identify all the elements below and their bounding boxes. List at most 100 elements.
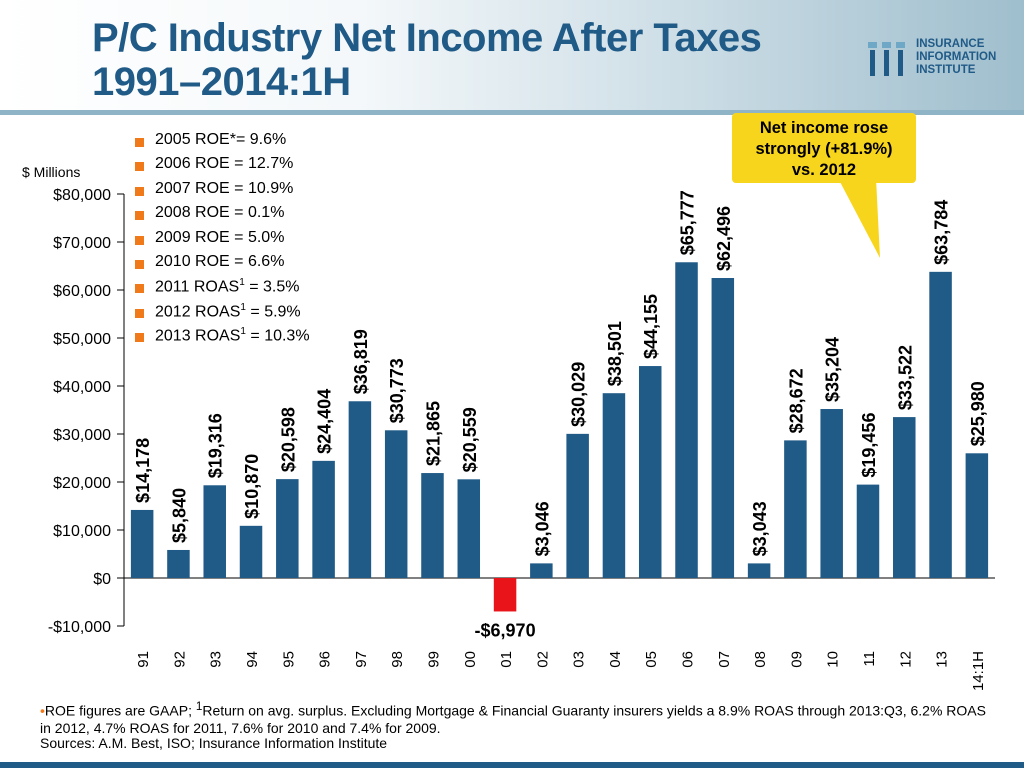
legend-marker: [135, 186, 144, 196]
data-label: $33,522: [895, 345, 915, 410]
data-label: $30,773: [387, 358, 407, 423]
data-label: $28,672: [786, 368, 806, 433]
legend-label-text: 2010 ROE = 6.6%: [155, 252, 285, 270]
data-label: $63,784: [932, 200, 952, 265]
data-label: -$6,970: [475, 620, 536, 640]
bar: [602, 393, 626, 578]
data-label: $19,456: [859, 413, 879, 478]
header-divider: [0, 110, 1024, 115]
legend-marker: [135, 284, 144, 294]
bar: [421, 473, 444, 578]
bar: [893, 417, 916, 578]
bar: [493, 578, 517, 612]
sources-note: Sources: A.M. Best, ISO; Insurance Infor…: [40, 735, 388, 751]
callout-text: Net income rose strongly (+81.9%) vs. 20…: [732, 118, 916, 181]
callout-line-3: vs. 2012: [791, 161, 857, 179]
legend-label: 2005 ROE*= 9.6%: [155, 131, 286, 149]
callout-box: Net income rose strongly (+81.9%) vs. 20…: [732, 113, 916, 183]
y-tick-label: $20,000: [53, 475, 111, 492]
iii-logo: INSURANCE INFORMATION INSTITUTE: [866, 36, 1016, 80]
bar: [965, 453, 989, 578]
legend-label: 2007 ROE = 10.9%: [155, 180, 293, 198]
y-tick-label: $50,000: [53, 331, 111, 348]
bar: [675, 262, 698, 578]
legend-label: 2010 ROE = 6.6%: [155, 253, 284, 271]
legend-marker: [135, 308, 144, 318]
x-tick-label: 05: [643, 651, 660, 668]
page-title-line2: 1991–2014:1H: [92, 60, 351, 104]
data-label: $3,046: [532, 501, 552, 556]
data-label: $19,316: [206, 413, 226, 478]
x-tick-label: 07: [716, 651, 733, 668]
data-label: $35,204: [823, 337, 843, 402]
x-tick-label: 99: [425, 651, 442, 668]
data-label: $65,777: [678, 190, 698, 255]
y-tick-label: $0: [93, 571, 111, 588]
data-label: $20,598: [278, 407, 298, 472]
legend-label-text: 2005 ROE*= 9.6%: [155, 131, 287, 148]
x-tick-label: 06: [680, 651, 697, 668]
logo-line-1: INSURANCE: [916, 38, 985, 50]
data-label: $38,501: [605, 321, 625, 386]
x-tick-label: 94: [244, 651, 261, 668]
legend-label-superscript: 1: [240, 301, 246, 313]
bar: [312, 460, 335, 578]
y-axis-label: $ Millions: [22, 164, 80, 180]
x-tick-label: 02: [534, 651, 551, 668]
bar: [784, 440, 807, 578]
legend-label: 2009 ROE = 5.0%: [155, 229, 284, 247]
data-label: $3,043: [750, 501, 770, 556]
bar: [566, 433, 589, 578]
legend-label: 2013 ROAS1 = 10.3%: [155, 326, 310, 345]
data-labels: $14,178 $5,840 $19,316 $10,870 $20,598 $24,40…: [133, 190, 988, 640]
legend-marker: [135, 162, 144, 172]
bar: [239, 525, 263, 578]
iii-logo-text: INSURANCE INFORMATION INSTITUTE: [916, 38, 996, 77]
header-band: [0, 0, 1024, 110]
y-tick-label: $40,000: [53, 379, 111, 396]
callout-line-1: Net income rose: [759, 119, 889, 137]
legend-label-text: 2007 ROE = 10.9%: [155, 179, 294, 197]
footer-bar: [0, 762, 1024, 768]
bar: [348, 401, 372, 578]
y-tick-label: $30,000: [53, 427, 111, 444]
callout-pointer: [838, 178, 880, 258]
bar: [747, 563, 771, 578]
x-tick-label: 96: [317, 651, 334, 668]
iii-logo-icon: [868, 42, 905, 76]
legend-label: 2006 ROE = 12.7%: [155, 155, 293, 173]
footnote-superscript: 1: [195, 700, 203, 713]
legend-marker: [135, 211, 144, 221]
legend-marker: [135, 235, 144, 245]
footnote: •ROE figures are GAAP; 1Return on avg. s…: [40, 698, 1000, 737]
x-tick-label: 08: [752, 651, 769, 668]
bar: [530, 563, 553, 578]
data-label: $20,559: [460, 407, 480, 472]
data-label: $24,404: [315, 389, 335, 454]
legend-marker: [135, 138, 144, 147]
y-tick-label: -$10,000: [48, 619, 111, 636]
y-tick-label: $60,000: [53, 283, 111, 300]
bar: [384, 430, 408, 578]
legend-label: 2011 ROAS1 = 3.5%: [155, 277, 299, 296]
bar: [130, 509, 154, 578]
x-tick-label: 13: [934, 651, 951, 668]
x-tick-label: 93: [208, 651, 225, 668]
legend-marker: [135, 259, 144, 269]
legend-label-text: 2013 ROAS: [155, 327, 241, 345]
y-tick-label: $80,000: [53, 187, 111, 204]
x-tick-label: 10: [825, 651, 842, 668]
data-label: $25,980: [968, 381, 988, 446]
x-tick-label: 14:1H: [970, 651, 987, 691]
data-label: $10,870: [242, 454, 262, 519]
x-tick-label: 97: [353, 651, 370, 668]
footnote-part-2: Return on avg. surplus. Excluding Mortga…: [40, 702, 986, 736]
legend-marker: [135, 333, 144, 343]
data-label: $21,865: [423, 401, 443, 466]
legend-label-superscript: 1: [240, 326, 246, 338]
x-tick-label: 12: [897, 651, 914, 668]
logo-line-2: INFORMATION: [916, 51, 997, 63]
data-label: $14,178: [133, 438, 153, 503]
x-tick-label: 00: [462, 651, 479, 668]
legend-label-text: 2006 ROE = 12.7%: [155, 155, 294, 173]
